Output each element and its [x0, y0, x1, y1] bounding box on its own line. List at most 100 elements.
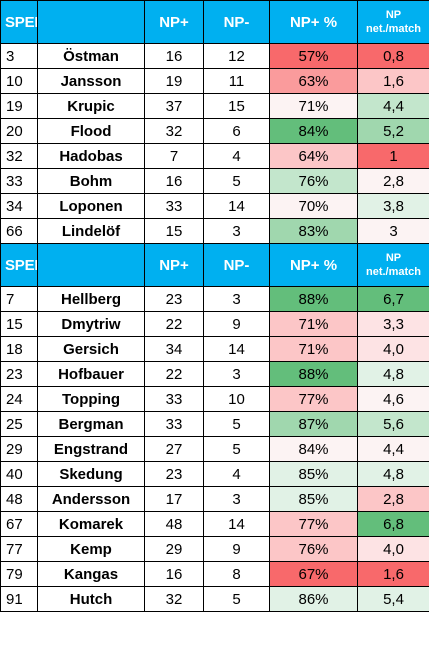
np-plus-value: 33 — [144, 193, 204, 219]
np-plus-pct-value: 83% — [269, 218, 358, 244]
player-number: 91 — [0, 586, 38, 612]
np-minus-value: 4 — [203, 143, 270, 169]
np-minus-value: 12 — [203, 43, 270, 69]
table-row: 32 Hadobas 7 4 64% 1 — [0, 143, 429, 169]
np-plus-value: 15 — [144, 218, 204, 244]
np-minus-value: 5 — [203, 436, 270, 462]
np-plus-pct-value: 84% — [269, 118, 358, 144]
np-net-value: 5,4 — [357, 586, 429, 612]
header-row-2: SPELARBÖRS NP+NP-NP+ % NP net./match — [0, 243, 429, 287]
np-plus-pct-value: 88% — [269, 286, 358, 312]
np-plus-pct-value: 67% — [269, 561, 358, 587]
player-number: 3 — [0, 43, 38, 69]
player-name: Topping — [37, 386, 145, 412]
table-row: 91 Hutch 32 5 86% 5,4 — [0, 586, 429, 612]
np-net-value: 6,8 — [357, 511, 429, 537]
np-plus-value: 7 — [144, 143, 204, 169]
player-number: 18 — [0, 336, 38, 362]
header-np-net-line1: NP — [385, 9, 402, 21]
header-np-plus-pct: NP+ % — [269, 0, 358, 44]
np-plus-value: 16 — [144, 168, 204, 194]
header-label: SPELARBÖRS — [0, 243, 38, 287]
table-row: 3 Östman 16 12 57% 0,8 — [0, 43, 429, 69]
np-net-value: 5,2 — [357, 118, 429, 144]
np-plus-value: 29 — [144, 536, 204, 562]
np-plus-pct-value: 71% — [269, 93, 358, 119]
table-row: 29 Engstrand 27 5 84% 4,4 — [0, 436, 429, 462]
player-name: Östman — [37, 43, 145, 69]
np-net-value: 5,6 — [357, 411, 429, 437]
player-number: 7 — [0, 286, 38, 312]
player-number: 66 — [0, 218, 38, 244]
header-label: SPELARBÖRS — [0, 0, 38, 44]
np-plus-pct-value: 77% — [269, 511, 358, 537]
np-plus-pct-value: 85% — [269, 486, 358, 512]
np-net-value: 2,8 — [357, 486, 429, 512]
player-number: 33 — [0, 168, 38, 194]
player-name: Lindelöf — [37, 218, 145, 244]
header-np-net-line2: net./match — [365, 266, 421, 278]
np-minus-value: 5 — [203, 168, 270, 194]
np-plus-pct-value: 76% — [269, 168, 358, 194]
table-row: 48 Andersson 17 3 85% 2,8 — [0, 486, 429, 512]
np-plus-value: 23 — [144, 286, 204, 312]
np-plus-value: 33 — [144, 411, 204, 437]
np-minus-value: 5 — [203, 411, 270, 437]
player-name: Engstrand — [37, 436, 145, 462]
player-name: Hofbauer — [37, 361, 145, 387]
player-number: 24 — [0, 386, 38, 412]
np-minus-value: 14 — [203, 511, 270, 537]
table-row: 15 Dmytriw 22 9 71% 3,3 — [0, 311, 429, 337]
np-minus-value: 3 — [203, 486, 270, 512]
player-number: 34 — [0, 193, 38, 219]
np-minus-value: 3 — [203, 361, 270, 387]
np-minus-value: 14 — [203, 193, 270, 219]
table-row: 34 Loponen 33 14 70% 3,8 — [0, 193, 429, 219]
player-number: 10 — [0, 68, 38, 94]
np-plus-pct-value: 71% — [269, 336, 358, 362]
player-number: 40 — [0, 461, 38, 487]
header-np-plus: NP+ — [144, 0, 204, 44]
np-minus-value: 10 — [203, 386, 270, 412]
np-plus-value: 32 — [144, 586, 204, 612]
np-net-value: 0,8 — [357, 43, 429, 69]
header-np-net: NP net./match — [357, 243, 429, 287]
np-plus-value: 16 — [144, 561, 204, 587]
header-row-1: SPELARBÖRS NP+NP-NP+ % NP net./match — [0, 0, 429, 44]
player-number: 19 — [0, 93, 38, 119]
player-number: 32 — [0, 143, 38, 169]
np-net-value: 4,4 — [357, 436, 429, 462]
np-minus-value: 3 — [203, 286, 270, 312]
player-name: Skedung — [37, 461, 145, 487]
np-minus-value: 14 — [203, 336, 270, 362]
np-net-value: 1,6 — [357, 561, 429, 587]
header-np-plus: NP+ — [144, 243, 204, 287]
np-plus-value: 34 — [144, 336, 204, 362]
np-minus-value: 6 — [203, 118, 270, 144]
np-plus-value: 27 — [144, 436, 204, 462]
np-minus-value: 9 — [203, 536, 270, 562]
header-np-net-line2: net./match — [365, 23, 421, 35]
player-number: 20 — [0, 118, 38, 144]
player-name: Gersich — [37, 336, 145, 362]
player-number: 67 — [0, 511, 38, 537]
np-plus-value: 22 — [144, 361, 204, 387]
table-row: 77 Kemp 29 9 76% 4,0 — [0, 536, 429, 562]
player-name: Loponen — [37, 193, 145, 219]
table-row: 20 Flood 32 6 84% 5,2 — [0, 118, 429, 144]
np-plus-value: 16 — [144, 43, 204, 69]
np-net-value: 1,6 — [357, 68, 429, 94]
np-plus-value: 23 — [144, 461, 204, 487]
header-np-minus: NP- — [203, 0, 270, 44]
np-plus-value: 48 — [144, 511, 204, 537]
header-spacer — [37, 243, 145, 287]
np-plus-pct-value: 70% — [269, 193, 358, 219]
player-number: 23 — [0, 361, 38, 387]
np-net-value: 4,4 — [357, 93, 429, 119]
player-name: Bohm — [37, 168, 145, 194]
np-net-value: 4,8 — [357, 361, 429, 387]
player-name: Hellberg — [37, 286, 145, 312]
np-plus-value: 32 — [144, 118, 204, 144]
np-plus-pct-value: 57% — [269, 43, 358, 69]
np-plus-value: 37 — [144, 93, 204, 119]
